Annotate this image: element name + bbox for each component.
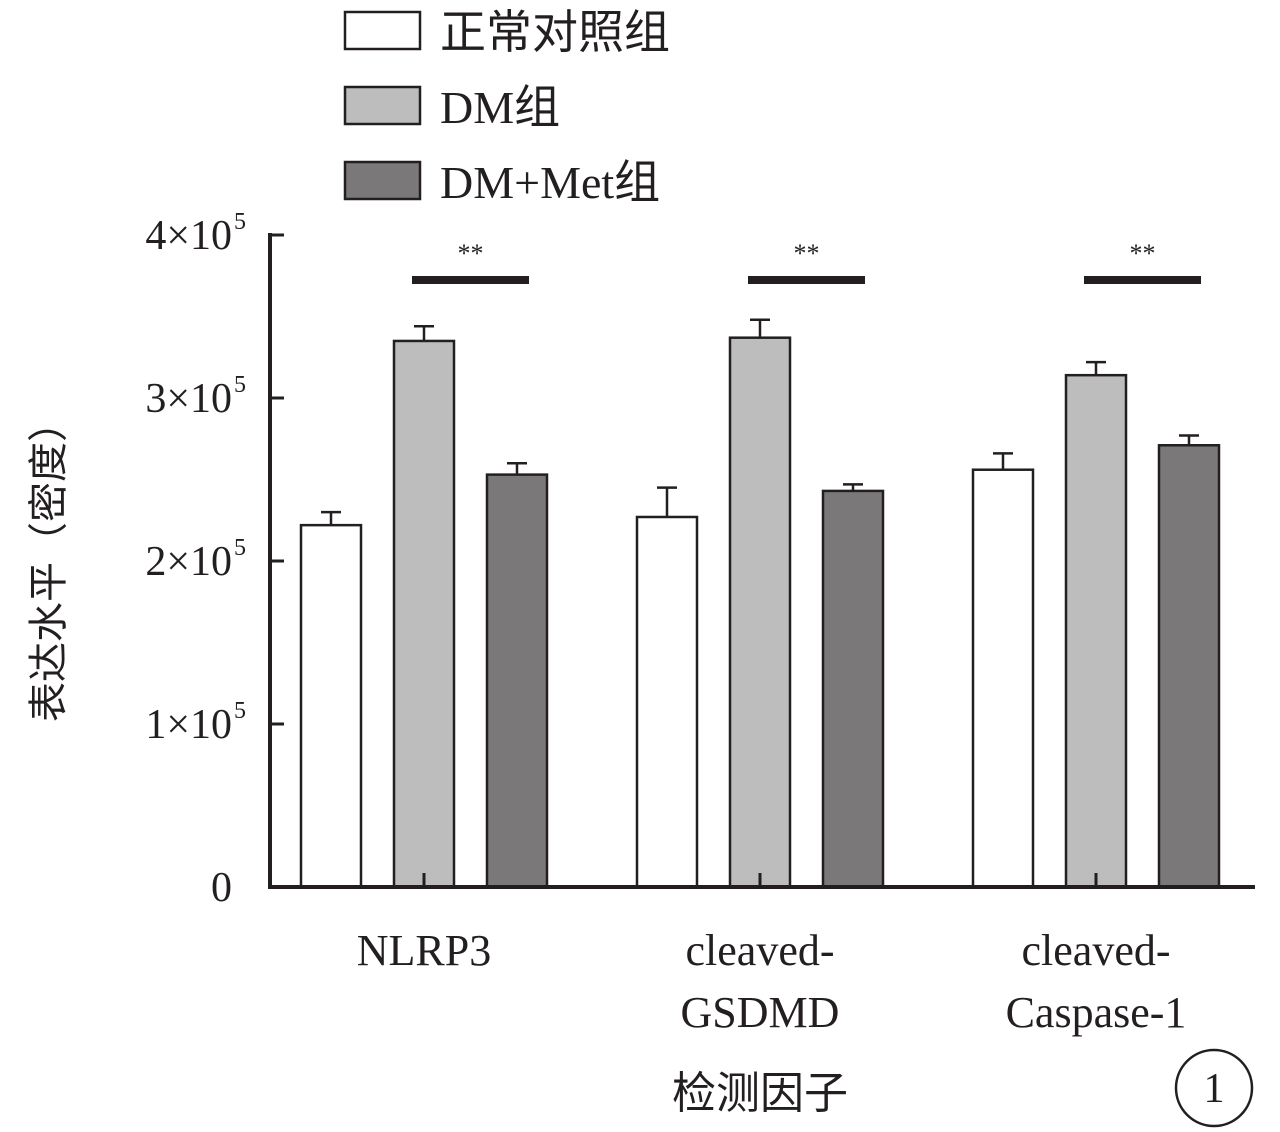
- category-label-0-0: NLRP3: [357, 926, 491, 975]
- y-axis-label: 表达水平（密度）: [26, 402, 72, 722]
- bar-2-0: [485, 473, 549, 889]
- y-tick-exp-1: 5: [234, 698, 246, 724]
- y-tick-label-2: 2×10: [145, 539, 232, 585]
- bar-0-2: [971, 468, 1035, 889]
- panel-label: 1: [1204, 1066, 1225, 1112]
- legend-swatch-2: [343, 160, 422, 201]
- category-label-2-1: Caspase-1: [1006, 988, 1187, 1037]
- significance-label-2: **: [1130, 239, 1156, 268]
- bar-0-0: [299, 523, 363, 889]
- y-tick-exp-2: 5: [234, 535, 246, 561]
- y-tick-exp-3: 5: [234, 372, 246, 398]
- bar-2-2: [1157, 444, 1221, 889]
- y-tick-exp-4: 5: [234, 209, 246, 235]
- y-tick-label-0: 0: [211, 865, 232, 911]
- significance-label-0: **: [458, 239, 484, 268]
- panel-label-circle: [1174, 1048, 1254, 1128]
- significance-label-1: **: [794, 239, 820, 268]
- bar-1-1: [728, 336, 792, 889]
- y-tick-label-1: 1×10: [145, 702, 232, 748]
- legend-label-1: DM组: [440, 82, 560, 133]
- category-label-2-0: cleaved-: [1022, 926, 1171, 975]
- legend-swatch-0: [343, 10, 422, 51]
- y-tick-label-3: 3×10: [145, 376, 232, 422]
- bar-1-2: [1064, 373, 1128, 889]
- significance-layer: ** ** **: [412, 239, 1201, 284]
- legend-swatch-1: [343, 85, 422, 126]
- bar-0-1: [635, 515, 699, 889]
- legend: 正常对照组 DM组 DM+Met组: [343, 7, 670, 208]
- category-label-1-0: cleaved-: [686, 926, 835, 975]
- category-label-1-1: GSDMD: [681, 988, 840, 1037]
- x-axis-label: 检测因子: [672, 1068, 848, 1119]
- y-tick-label-4: 4×10: [145, 213, 232, 259]
- bar-2-1: [821, 489, 885, 889]
- bars-layer: [299, 318, 1221, 889]
- legend-label-0: 正常对照组: [440, 7, 670, 58]
- legend-label-2: DM+Met组: [440, 157, 660, 208]
- bar-1-0: [392, 339, 456, 889]
